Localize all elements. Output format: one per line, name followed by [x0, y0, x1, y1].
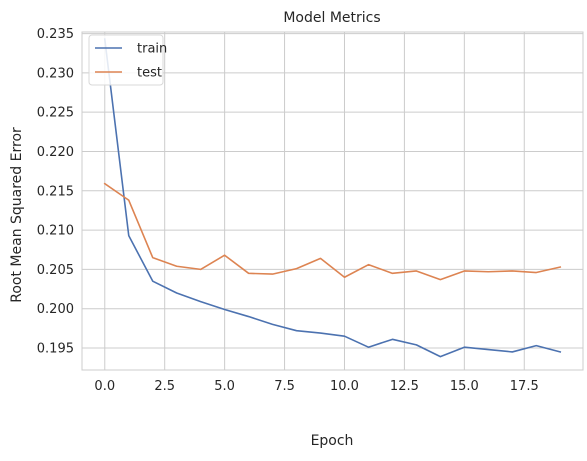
legend-label-train: train	[137, 42, 167, 57]
y-tick-label: 0.225	[37, 106, 74, 121]
grid-layer	[82, 32, 583, 370]
y-axis-label: Root Mean Squared Error	[9, 127, 25, 303]
y-tick-label: 0.205	[37, 263, 74, 278]
x-tick-label: 17.5	[510, 379, 539, 394]
x-axis-label: Epoch	[311, 433, 354, 449]
series-line-train	[103, 38, 562, 358]
x-tick-label: 5.0	[214, 379, 235, 394]
x-tick-label: 15.0	[450, 379, 479, 394]
x-axis-ticks: 0.0 2.5 5.0 7.5 10.0 12.5 15.0 17.5	[94, 379, 538, 394]
x-tick-label: 0.0	[94, 379, 115, 394]
y-tick-label: 0.235	[37, 27, 74, 42]
chart-title: Model Metrics	[283, 10, 380, 26]
plot-frame	[81, 31, 584, 371]
y-tick-label: 0.210	[37, 224, 74, 239]
series-layer	[103, 38, 562, 358]
series-line-test	[103, 182, 562, 281]
x-tick-label: 2.5	[154, 379, 175, 394]
legend-label-test: test	[137, 66, 162, 81]
legend: train test	[88, 34, 167, 86]
y-tick-label: 0.200	[37, 302, 74, 317]
x-tick-label: 12.5	[390, 379, 419, 394]
y-axis-ticks: 0.195 0.200 0.205 0.210 0.215 0.220 0.225 0.230…	[37, 27, 74, 356]
y-tick-label: 0.220	[37, 145, 74, 160]
x-tick-label: 10.0	[330, 379, 359, 394]
y-tick-label: 0.195	[37, 341, 74, 356]
y-tick-label: 0.215	[37, 184, 74, 199]
x-tick-label: 7.5	[274, 379, 295, 394]
y-tick-label: 0.230	[37, 66, 74, 81]
